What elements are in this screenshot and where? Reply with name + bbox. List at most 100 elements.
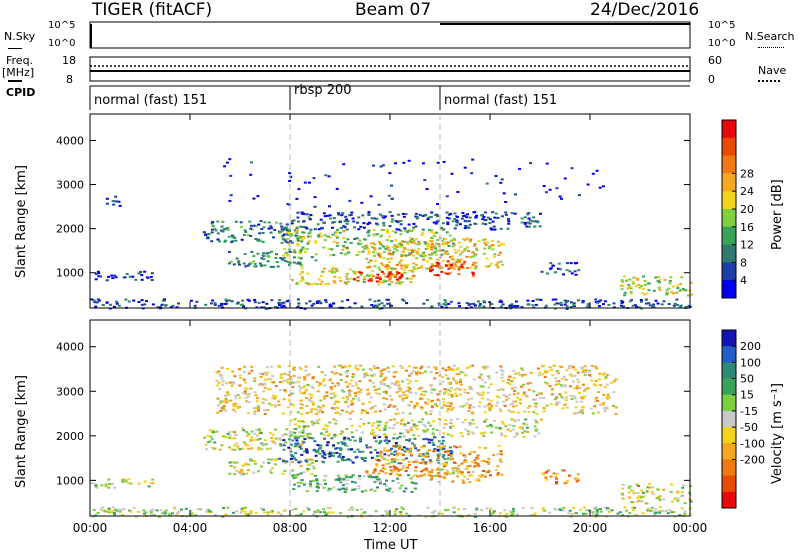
- power-ylabel: Slant Range [km]: [14, 165, 29, 278]
- velocity-region: [365, 444, 504, 478]
- nsearch-tick-low: 10^0: [708, 38, 736, 49]
- freq-line-key: [8, 80, 22, 82]
- date-label: 24/Dec/2016: [590, 0, 700, 20]
- velocity-colorbar-cell: [722, 362, 736, 380]
- power-colorbar-cell: [722, 244, 736, 263]
- power-region: [90, 298, 692, 310]
- power-region: [223, 158, 605, 208]
- power-colorbar-cell: [722, 209, 736, 228]
- velocity-panel: 1000 2000 3000 4000 200 100 50 15 -15 -50 -100 -200: [56, 319, 765, 518]
- power-panel: 1000 2000 3000 4000 4 8 12 16 20 24 28: [56, 113, 754, 310]
- power-colorbar-cell: [722, 280, 736, 299]
- velocity-colorbar-cell: [722, 394, 736, 412]
- velocity-colorbar-cell: [722, 491, 736, 509]
- colorbar-tick-label: -200: [740, 453, 765, 466]
- power-colorbar-label: Power [dB]: [770, 179, 785, 250]
- velocity-colorbar-cell: [722, 427, 736, 444]
- velocity-region: [203, 427, 305, 451]
- velocity-region: [427, 467, 481, 484]
- xtick-label: 00:00: [73, 521, 108, 535]
- colorbar-tick-label: 20: [740, 203, 754, 216]
- power-colorbar-cell: [722, 155, 736, 174]
- ytick-label: 4000: [56, 341, 84, 354]
- velocity-colorbar-frame: [721, 329, 737, 509]
- colorbar-tick-label: -15: [740, 405, 758, 418]
- xtick-label: 16:00: [473, 521, 508, 535]
- velocity-colorbar-cell: [722, 330, 736, 347]
- power-region: [105, 195, 122, 207]
- power-region: [277, 228, 456, 257]
- ytick-label: 3000: [56, 385, 84, 398]
- power-colorbar-cell: [722, 173, 736, 192]
- colorbar-tick-label: -50: [740, 421, 758, 434]
- xtick-label: 20:00: [573, 521, 608, 535]
- colorbar-tick-label: 50: [740, 373, 754, 386]
- power-region: [352, 270, 404, 283]
- power-colorbar-cell: [722, 120, 736, 139]
- nsky-tick-high: 10^5: [48, 20, 76, 31]
- velocity-colorbar-cell: [722, 459, 736, 477]
- colorbar-tick-label: -100: [740, 437, 765, 450]
- colorbar-tick-label: 16: [740, 221, 754, 234]
- ytick-label: 2000: [56, 430, 84, 443]
- freq-tick-low: 8: [66, 73, 73, 86]
- freq-panel-frame: [89, 56, 691, 82]
- colorbar-tick-label: 15: [740, 389, 754, 402]
- colorbar-tick-label: 28: [740, 167, 754, 180]
- nsky-label: N.Sky: [4, 30, 36, 43]
- nsky-line-key: [8, 48, 22, 49]
- velocity-colorbar-cell: [722, 410, 736, 428]
- velocity-region: [228, 458, 318, 476]
- power-region: [540, 262, 581, 276]
- ytick-label: 4000: [56, 134, 84, 147]
- freq-tick-high: 18: [62, 54, 76, 67]
- velocity-colorbar-cell: [722, 443, 736, 460]
- power-colorbar-cell: [722, 226, 736, 246]
- nave-label: Nave: [758, 64, 787, 77]
- velocity-colorbar-cell: [722, 346, 736, 363]
- cpid-segment-3: normal (fast) 151: [444, 93, 558, 108]
- nsky-tick-low: 10^0: [48, 38, 76, 49]
- power-region: [365, 237, 505, 271]
- velocity-colorbar-label: Velocity [m s⁻¹]: [770, 383, 785, 484]
- power-colorbar-cell: [722, 262, 736, 281]
- velocity-colorbar-cell: [722, 475, 736, 493]
- velocity-region: [278, 435, 454, 465]
- power-region: [429, 259, 478, 277]
- power-region: [620, 275, 693, 297]
- velocity-frame: [89, 319, 691, 517]
- power-colorbar-cell: [722, 137, 736, 157]
- velocity-region: [90, 506, 693, 518]
- colorbar-tick-label: 100: [740, 356, 761, 369]
- power-region: [94, 270, 154, 282]
- x-axis-label: Time UT: [364, 538, 418, 553]
- power-region: [291, 266, 418, 286]
- colorbar-tick-label: 8: [740, 256, 747, 269]
- ytick-label: 1000: [56, 474, 84, 487]
- velocity-colorbar-cell: [722, 378, 736, 396]
- nsearch-label: N.Search: [745, 30, 795, 43]
- cpid-segment-1: normal (fast) 151: [94, 93, 208, 108]
- xtick-label: 08:00: [273, 521, 308, 535]
- freq-label: Freq.: [6, 54, 34, 67]
- power-region: [290, 211, 542, 231]
- ytick-label: 2000: [56, 223, 84, 236]
- colorbar-tick-label: 24: [740, 185, 754, 198]
- velocity-region: [290, 418, 543, 438]
- velocity-region: [620, 482, 693, 505]
- nave-line-key: [758, 80, 780, 82]
- cpid-panel: [89, 86, 441, 110]
- colorbar-tick-label: 200: [740, 340, 761, 353]
- colorbar-tick-label: 12: [740, 239, 754, 252]
- power-region: [202, 220, 303, 244]
- velocity-ylabel: Slant Range [km]: [14, 375, 29, 488]
- ytick-label: 3000: [56, 179, 84, 192]
- xtick-label: 00:00: [673, 521, 708, 535]
- nave-tick-high: 60: [708, 54, 722, 67]
- power-region: [227, 250, 318, 268]
- nsearch-line-key: [758, 47, 784, 48]
- velocity-region: [215, 364, 618, 416]
- xtick-label: 12:00: [373, 521, 408, 535]
